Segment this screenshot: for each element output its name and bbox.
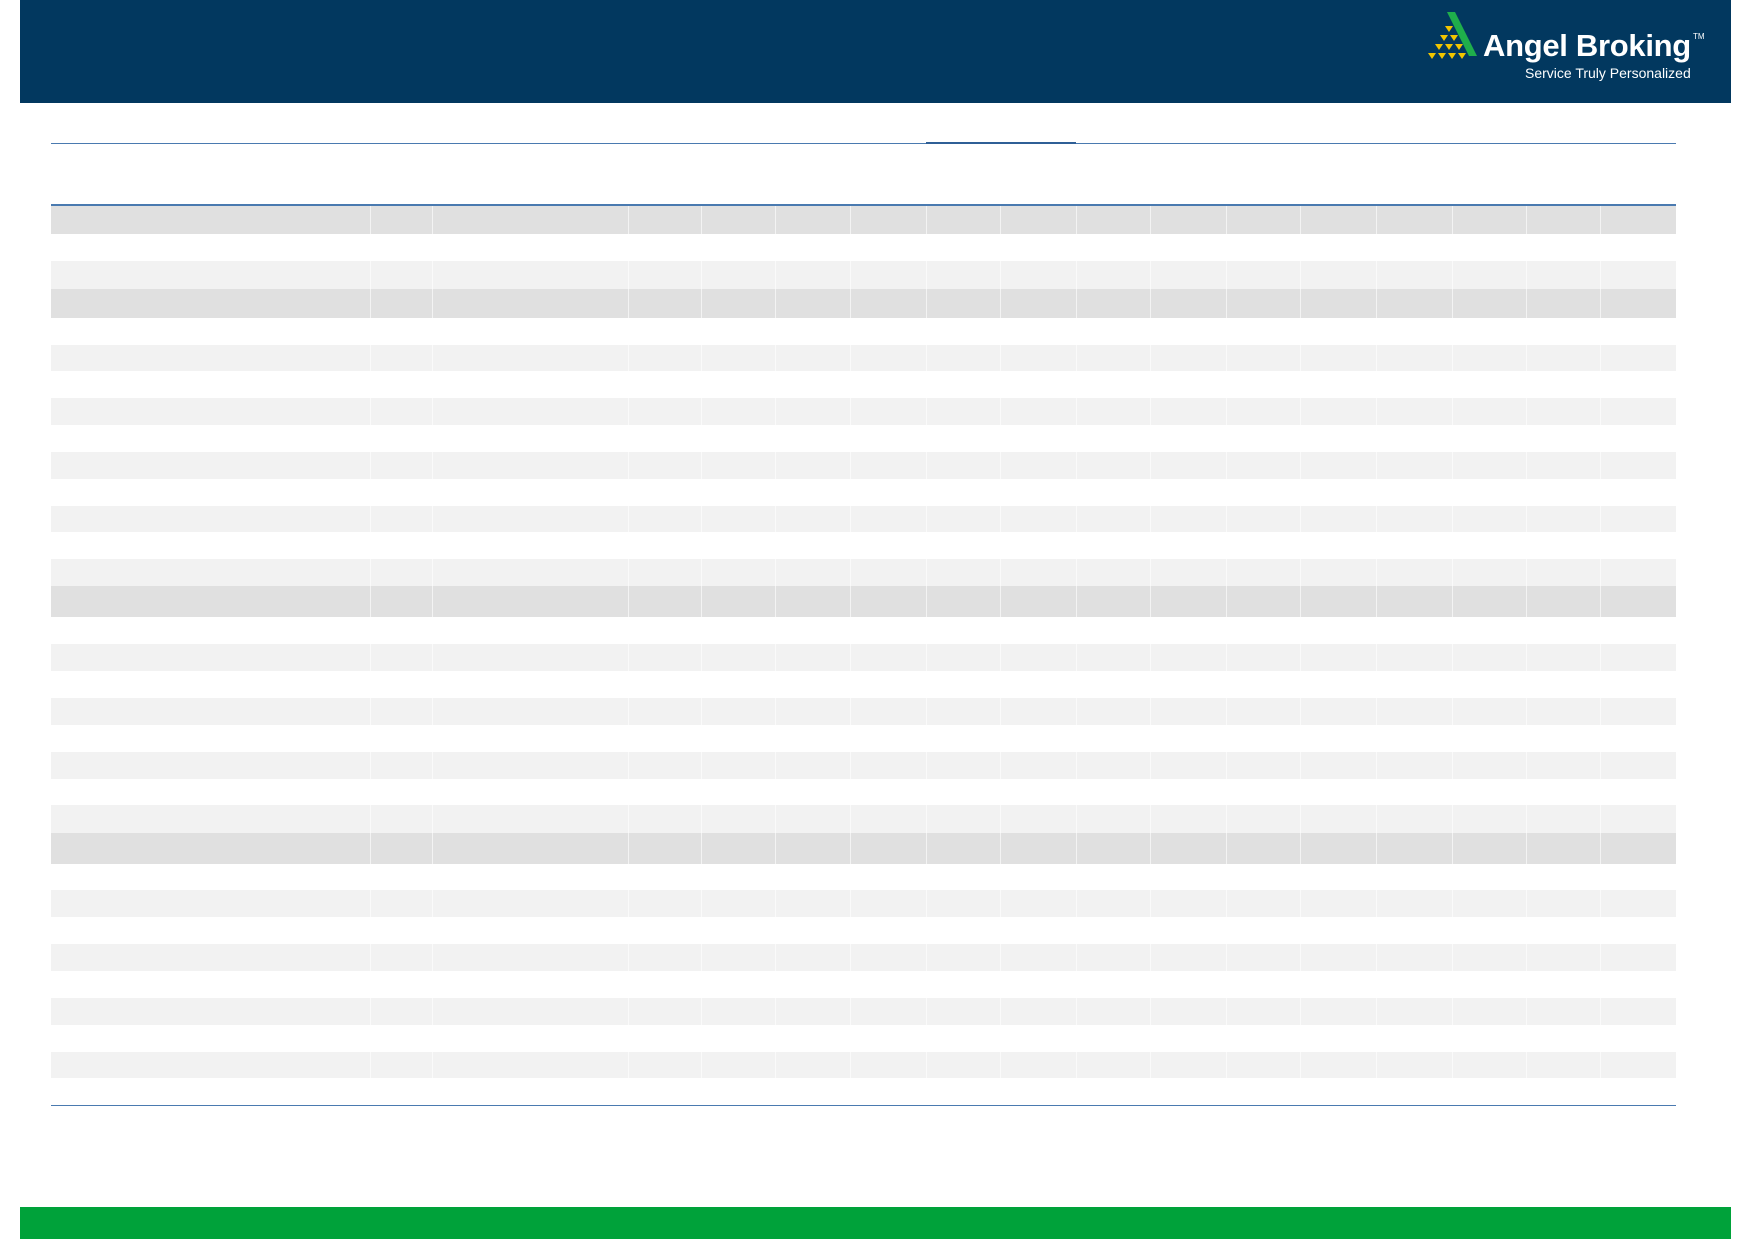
table-row bbox=[51, 317, 1676, 345]
table-row bbox=[51, 233, 1676, 261]
table-row bbox=[51, 1051, 1676, 1079]
table-row bbox=[51, 451, 1676, 479]
table-row bbox=[51, 371, 1676, 399]
column-divider bbox=[1299, 204, 1301, 1106]
column-divider bbox=[850, 204, 852, 1106]
table-row bbox=[51, 1024, 1676, 1052]
table-row bbox=[51, 425, 1676, 452]
column-divider bbox=[926, 204, 928, 1106]
column-divider bbox=[701, 204, 703, 1106]
table-row bbox=[51, 890, 1676, 918]
table-row bbox=[51, 805, 1676, 834]
table-row bbox=[51, 344, 1676, 372]
table-row bbox=[51, 586, 1676, 618]
column-divider bbox=[431, 204, 433, 1106]
angel-broking-logo: Angel Broking TM Service Truly Personali… bbox=[1425, 12, 1715, 82]
table-row bbox=[51, 559, 1676, 587]
pyramid-logo-icon bbox=[1428, 12, 1477, 59]
table-row bbox=[51, 917, 1676, 945]
table-row bbox=[51, 204, 1676, 234]
page-footer-bar bbox=[20, 1207, 1731, 1239]
table-row bbox=[51, 724, 1676, 752]
table-row bbox=[51, 505, 1676, 533]
table-row bbox=[51, 644, 1676, 672]
table-row bbox=[51, 398, 1676, 426]
column-divider bbox=[1375, 204, 1377, 1106]
column-divider bbox=[370, 204, 372, 1106]
table-row bbox=[51, 778, 1676, 806]
table-row bbox=[51, 617, 1676, 645]
table-row bbox=[51, 260, 1676, 289]
column-divider bbox=[1149, 204, 1151, 1106]
page-header: Angel Broking TM Service Truly Personali… bbox=[20, 0, 1731, 103]
table-row bbox=[51, 751, 1676, 779]
table-row bbox=[51, 478, 1676, 506]
top-rule-accent bbox=[926, 142, 1076, 144]
table-bottom-rule bbox=[51, 1105, 1676, 1107]
table-row bbox=[51, 997, 1676, 1025]
top-rule bbox=[51, 143, 1676, 144]
column-divider bbox=[1000, 204, 1002, 1106]
table-row bbox=[51, 1078, 1676, 1106]
table-row bbox=[51, 863, 1676, 891]
trademark: TM bbox=[1693, 32, 1705, 41]
column-divider bbox=[1599, 204, 1601, 1106]
column-divider bbox=[1451, 204, 1453, 1106]
tagline: Service Truly Personalized bbox=[1525, 65, 1691, 81]
column-divider bbox=[627, 204, 629, 1106]
column-divider bbox=[1525, 204, 1527, 1106]
column-divider bbox=[775, 204, 777, 1106]
table-row bbox=[51, 833, 1676, 864]
column-divider bbox=[1226, 204, 1227, 1106]
table-row bbox=[51, 532, 1676, 560]
table-row bbox=[51, 944, 1676, 971]
table-row bbox=[51, 288, 1676, 318]
table-row bbox=[51, 671, 1676, 699]
table-row bbox=[51, 698, 1676, 725]
table-header-rule bbox=[51, 203, 1676, 206]
table-row bbox=[51, 970, 1676, 998]
brand-name: Angel Broking bbox=[1483, 28, 1691, 63]
column-divider bbox=[1076, 204, 1078, 1106]
